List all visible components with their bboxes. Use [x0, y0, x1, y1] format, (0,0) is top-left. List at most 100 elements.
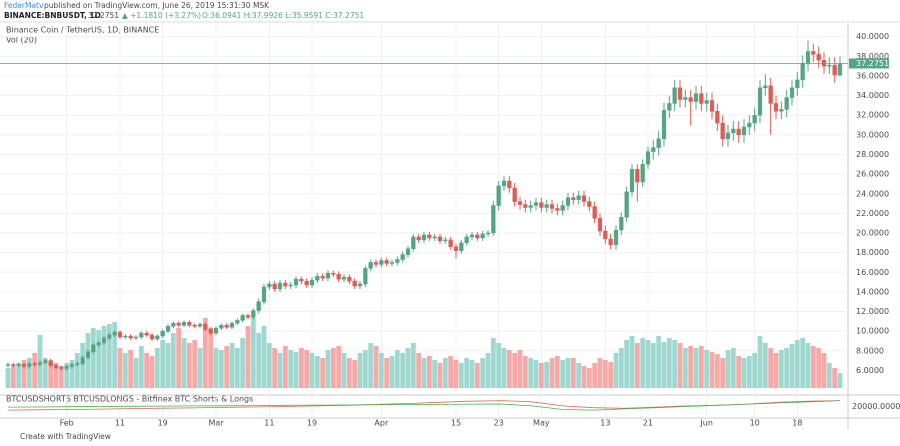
- candle-body: [5, 364, 11, 366]
- volume-bar: [298, 348, 304, 388]
- volume-bar: [224, 346, 230, 388]
- volume-bar: [416, 353, 422, 388]
- volume-bar: [528, 358, 534, 388]
- volume-bar: [378, 353, 384, 388]
- volume-bar: [453, 360, 459, 388]
- candle-body: [96, 342, 101, 346]
- volume-bar: [517, 350, 523, 388]
- y-tick-label: 40.0000: [856, 32, 889, 41]
- volume-bar: [810, 346, 816, 388]
- candle-body: [741, 126, 747, 136]
- y-tick-label: 16.0000: [856, 268, 889, 277]
- candle-body: [517, 201, 523, 205]
- candle-body: [357, 283, 363, 287]
- volume-bar: [789, 344, 795, 388]
- volume-bar: [42, 358, 48, 388]
- candle-body: [677, 87, 683, 100]
- volume-bar: [202, 318, 208, 388]
- volume-bar: [826, 363, 832, 388]
- candle-body: [640, 164, 645, 183]
- candle-body: [288, 284, 293, 287]
- volume-bar: [330, 348, 336, 388]
- volume-bar: [96, 330, 102, 388]
- symbol: BINANCE:BNBUSDT, 1D: [4, 11, 101, 20]
- volume-bar: [560, 360, 566, 388]
- candle-body: [533, 202, 539, 206]
- candle-body: [16, 364, 21, 366]
- candle-body: [309, 279, 315, 286]
- volume-bar: [304, 350, 310, 388]
- volume-bar: [837, 373, 843, 388]
- volume-bar: [53, 363, 59, 388]
- volume-bar: [165, 343, 171, 388]
- candle-body: [629, 168, 635, 193]
- candle-body: [48, 360, 53, 366]
- volume-bar: [752, 353, 758, 388]
- candle-body: [475, 234, 480, 239]
- candle-body: [133, 336, 139, 339]
- candle-body: [405, 248, 411, 255]
- candle-body: [411, 236, 416, 249]
- volume-bar: [656, 336, 662, 388]
- candle-body: [581, 195, 587, 202]
- volume-bar: [805, 343, 811, 388]
- y-tick-label: 8.0000: [856, 346, 884, 355]
- y-tick-label: 14.0000: [856, 287, 889, 296]
- candle-body: [197, 324, 203, 327]
- candle-body: [688, 97, 693, 102]
- candle-body: [453, 246, 459, 251]
- candle-body: [805, 51, 811, 64]
- volume-bar: [240, 338, 246, 388]
- volume-bar: [645, 340, 651, 388]
- candle-body: [768, 85, 773, 104]
- candle-body: [80, 357, 85, 364]
- volume-bar: [144, 353, 150, 388]
- candle-body: [117, 331, 123, 338]
- y-tick-label: 26.0000: [856, 170, 889, 179]
- y-tick-label: 30.0000: [856, 130, 889, 139]
- candle-body: [139, 332, 144, 338]
- candle-body: [325, 272, 331, 279]
- candle-body: [448, 239, 453, 247]
- volume-bar: [309, 353, 315, 388]
- y-tick-label: 28.0000: [856, 150, 889, 159]
- x-tick-label: Mar: [208, 419, 224, 428]
- volume-bar: [816, 348, 822, 388]
- volume-bar: [682, 348, 688, 388]
- volume-bar: [64, 363, 70, 388]
- candle-body: [107, 334, 112, 339]
- volume-bar: [672, 340, 678, 388]
- candle-body: [837, 63, 843, 76]
- volume-bar: [608, 362, 614, 388]
- candle-body: [811, 51, 816, 55]
- candle-body: [37, 362, 43, 365]
- candle-body: [459, 242, 464, 251]
- volume-bar: [314, 356, 320, 388]
- x-tick-label: 15: [451, 419, 461, 428]
- candle-body: [603, 230, 608, 240]
- candle-body: [763, 85, 768, 89]
- candle-body: [789, 87, 795, 98]
- candle-body: [219, 325, 224, 329]
- x-tick-label: 13: [600, 419, 610, 428]
- footer[interactable]: Create with TradingView: [20, 432, 111, 441]
- volume-bar: [32, 353, 38, 388]
- candle-body: [21, 364, 27, 367]
- candle-body: [144, 332, 149, 336]
- volume-bar: [794, 340, 800, 388]
- volume-bar: [666, 338, 672, 388]
- candle-body: [389, 262, 395, 264]
- volume-bar: [506, 350, 512, 388]
- candle-body: [507, 180, 512, 189]
- volume-bar: [634, 343, 640, 388]
- candle-body: [245, 315, 251, 318]
- chart-title: Binance Coin / TetherUS, 1D, BINANCE: [6, 26, 159, 35]
- author[interactable]: FederMatv: [4, 1, 44, 10]
- candle-body: [352, 280, 357, 287]
- candle-body: [384, 260, 389, 264]
- volume-bar: [421, 358, 427, 388]
- candle-body: [560, 205, 565, 211]
- candle-body: [123, 335, 128, 338]
- candle-body: [747, 122, 752, 128]
- volume-bar: [10, 366, 16, 388]
